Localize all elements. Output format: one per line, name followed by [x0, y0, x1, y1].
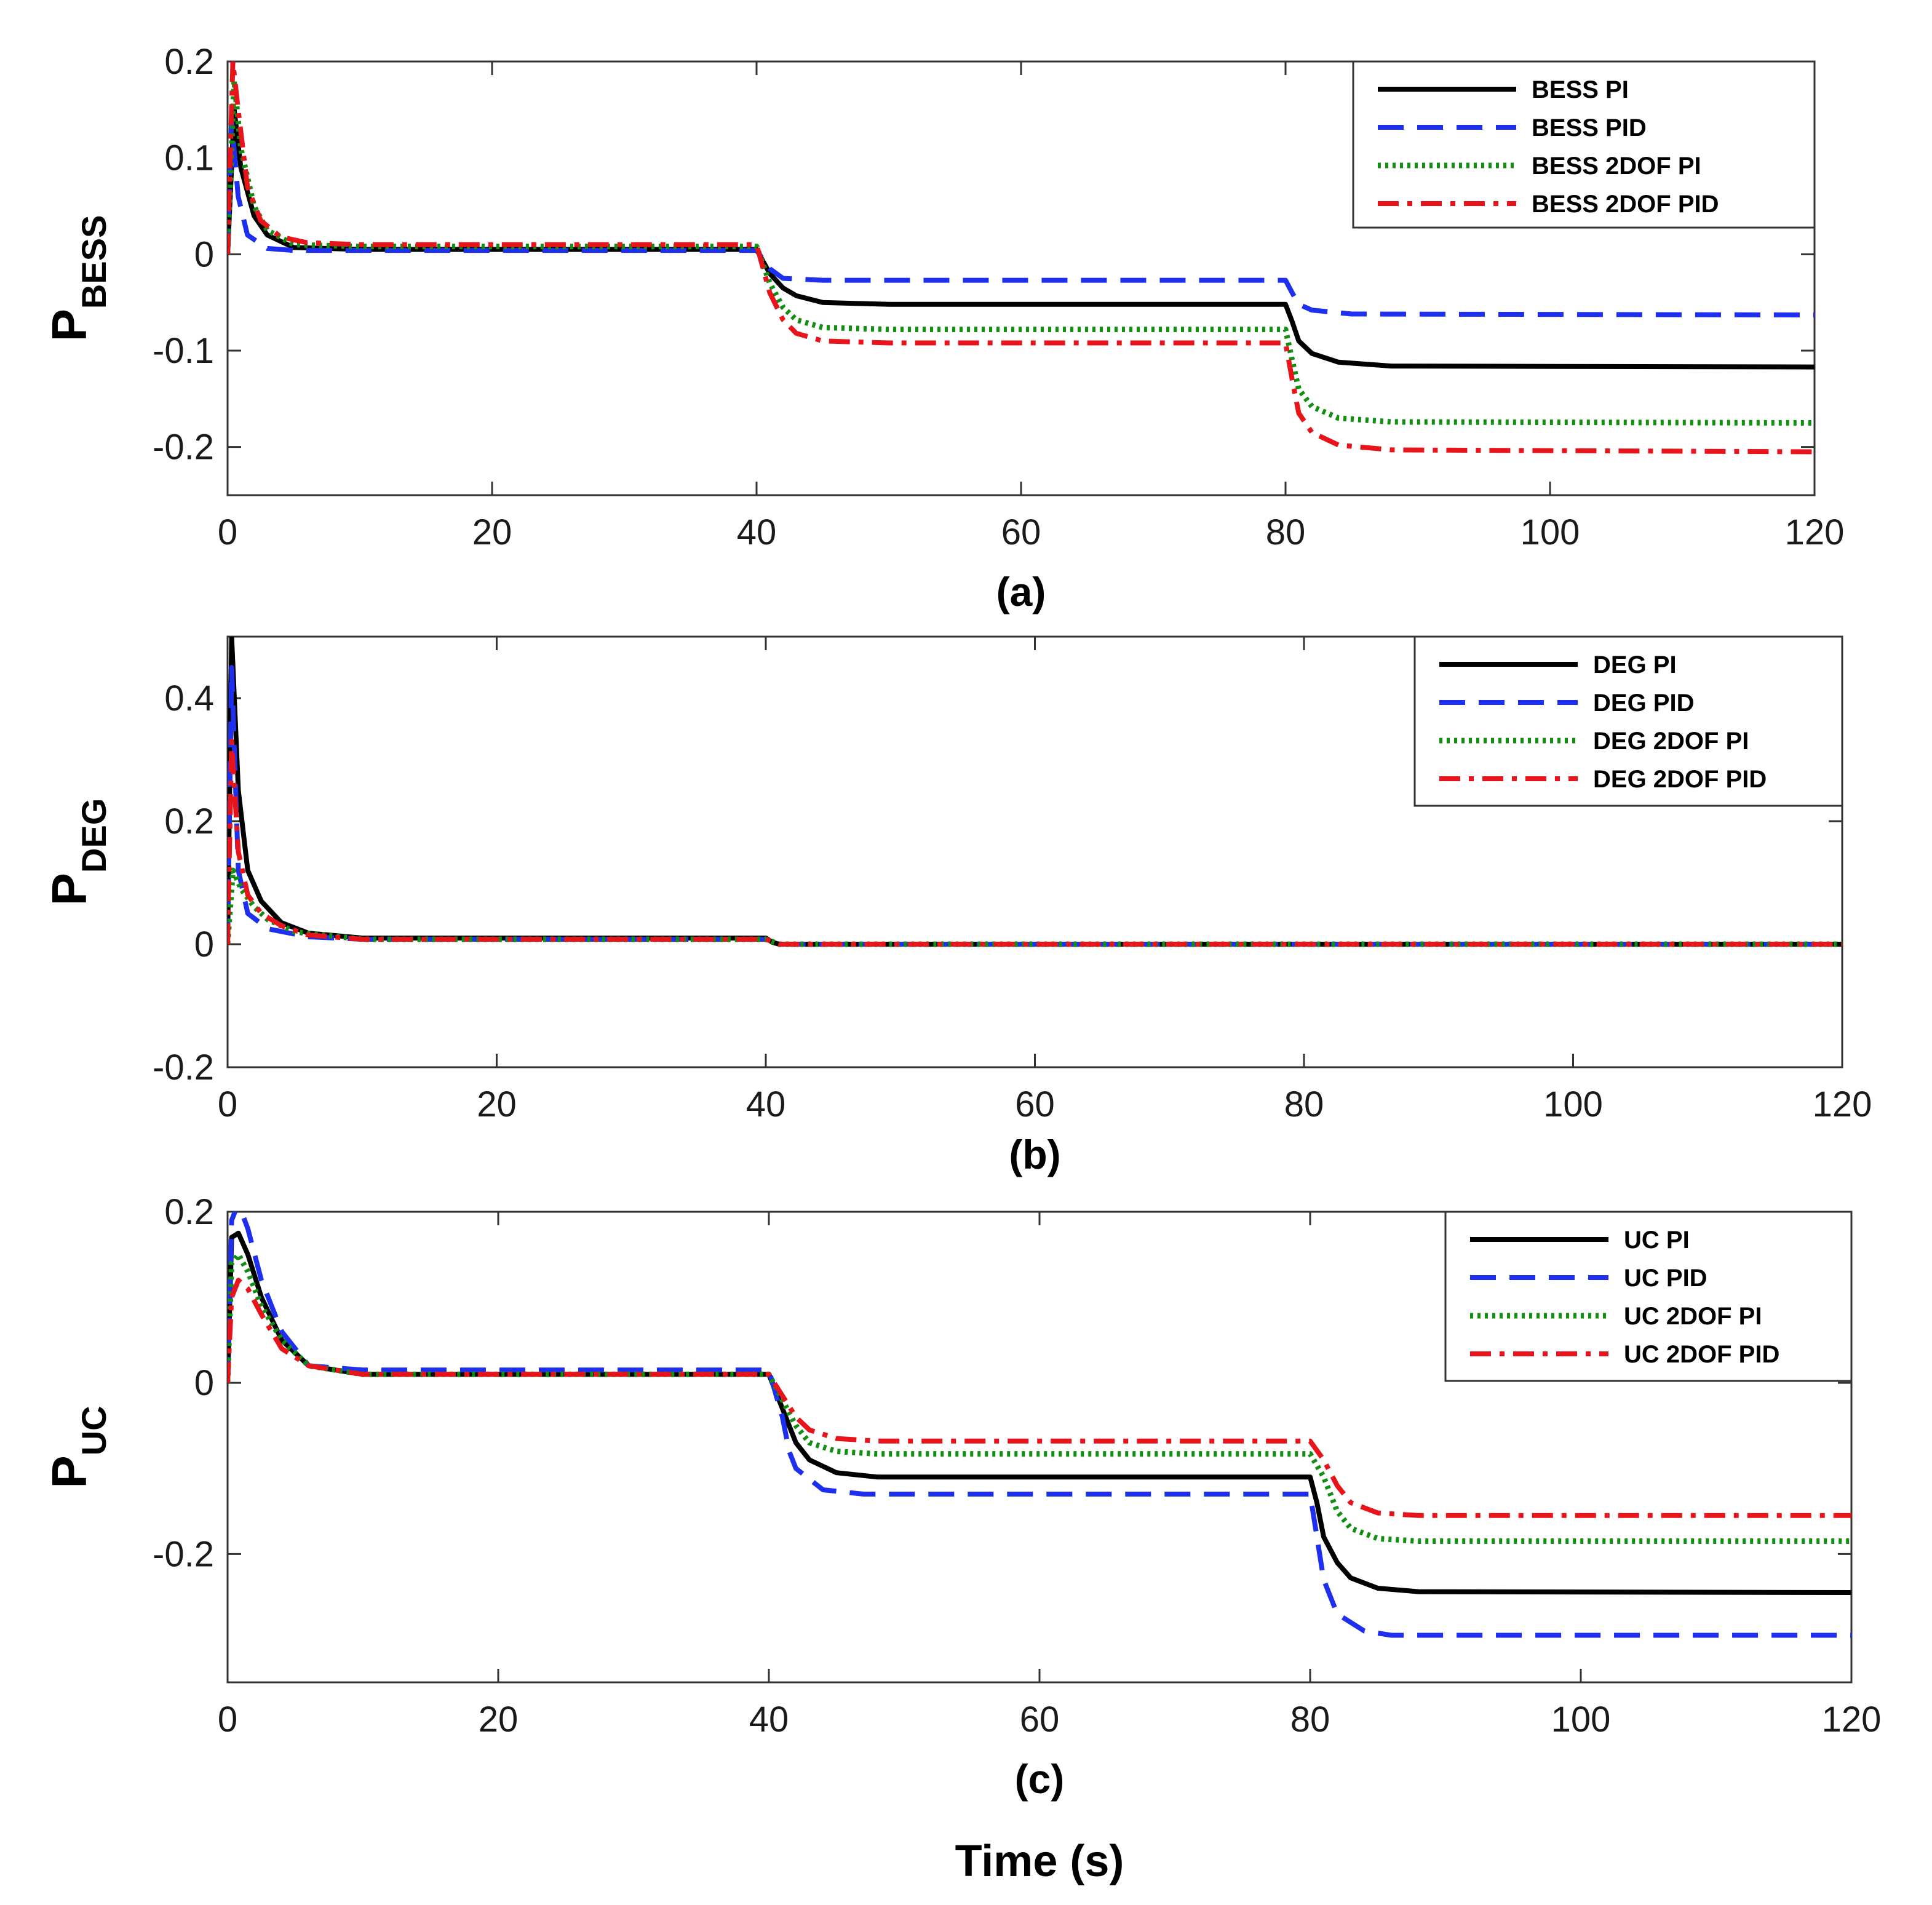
x-tick-label: 100 — [1551, 1700, 1611, 1740]
panel-c: 0 20 40 60 80 100 120 0.2 0 -0.2 PUC (c) UC PI UC PID… — [42, 1192, 1881, 1802]
panel-label: (a) — [996, 569, 1046, 614]
x-tick-label: 80 — [1284, 1084, 1324, 1124]
y-tick-label: -0.2 — [153, 1048, 214, 1088]
y-tick-label: 0.2 — [164, 801, 214, 841]
y-tick-label: -0.2 — [153, 1534, 214, 1574]
series-line-bess-pi — [228, 107, 1815, 370]
x-tick-label: 120 — [1785, 512, 1845, 552]
legend-label: DEG PI — [1593, 651, 1677, 678]
legend-label: BESS 2DOF PI — [1532, 153, 1701, 180]
legend-label: UC 2DOF PID — [1624, 1341, 1779, 1368]
legend-label: BESS PID — [1532, 114, 1647, 141]
x-tick-label: 20 — [479, 1700, 519, 1740]
x-tick-label: 40 — [746, 1084, 786, 1124]
y-tick-label: 0.2 — [164, 42, 214, 82]
x-tick-label: 40 — [737, 512, 777, 552]
legend-label: DEG 2DOF PI — [1593, 728, 1749, 755]
series-line-uc-pid — [228, 1212, 1851, 1638]
y-axis-label: PBESS — [42, 215, 113, 342]
x-tick-label: 80 — [1290, 1700, 1330, 1740]
y-tick-label: -0.1 — [153, 331, 214, 371]
series-line-bess-2dof-pi — [228, 78, 1815, 426]
series-line-bess-pid — [228, 117, 1815, 317]
legend-label: BESS PI — [1532, 76, 1629, 103]
x-tick-label: 0 — [218, 1084, 237, 1124]
x-axis-title: Time (s) — [955, 1837, 1124, 1886]
legend-label: DEG 2DOF PID — [1593, 766, 1767, 793]
x-tick-label: 120 — [1822, 1700, 1882, 1740]
legend: DEG PI DEG PID DEG 2DOF PI DEG 2DOF PID — [1413, 635, 1843, 807]
y-axis-label: PUC — [42, 1406, 113, 1488]
x-tick-label: 60 — [1001, 512, 1041, 552]
series-line-uc-pi — [228, 1230, 1851, 1595]
legend-label: UC PID — [1624, 1265, 1707, 1292]
y-tick-label: 0 — [194, 234, 214, 274]
y-tick-label: -0.2 — [153, 428, 214, 467]
y-tick-label: 0.2 — [164, 1192, 214, 1232]
series-line-bess-2dof-pid — [228, 62, 1815, 455]
y-tick-label: 0 — [194, 925, 214, 964]
x-tick-label: 100 — [1521, 512, 1580, 552]
legend-label: BESS 2DOF PID — [1532, 191, 1719, 218]
panel-label: (c) — [1015, 1756, 1065, 1802]
x-tick-label: 120 — [1813, 1084, 1872, 1124]
y-tick-label: 0.4 — [164, 678, 214, 718]
legend-label: UC PI — [1624, 1227, 1690, 1254]
x-tick-label: 20 — [472, 512, 512, 552]
x-tick-label: 80 — [1266, 512, 1306, 552]
panel-a: 0 20 40 60 80 100 120 0.2 0.1 0 -0.1 -0.2 PBESS (a) BE… — [42, 42, 1844, 614]
x-tick-label: 0 — [218, 1700, 237, 1740]
x-tick-label: 60 — [1020, 1700, 1060, 1740]
legend: BESS PI BESS PID BESS 2DOF PI BESS 2DOF PID — [1352, 60, 1816, 229]
x-tick-label: 20 — [477, 1084, 517, 1124]
x-tick-label: 60 — [1015, 1084, 1055, 1124]
panel-label: (b) — [1009, 1132, 1060, 1177]
series-line-uc-2dof-pi — [228, 1252, 1851, 1544]
x-tick-label: 100 — [1543, 1084, 1603, 1124]
y-tick-label: 0 — [194, 1363, 214, 1403]
x-tick-label: 0 — [218, 512, 237, 552]
legend-label: DEG PID — [1593, 690, 1694, 717]
series-line-deg-2dof-pid — [228, 739, 1842, 947]
y-axis-label: PDEG — [42, 798, 113, 906]
y-tick-label: 0.1 — [164, 138, 214, 178]
x-tick-label: 40 — [749, 1700, 789, 1740]
legend-label: UC 2DOF PI — [1624, 1303, 1762, 1330]
legend: UC PI UC PID UC 2DOF PI UC 2DOF PID — [1444, 1211, 1853, 1382]
